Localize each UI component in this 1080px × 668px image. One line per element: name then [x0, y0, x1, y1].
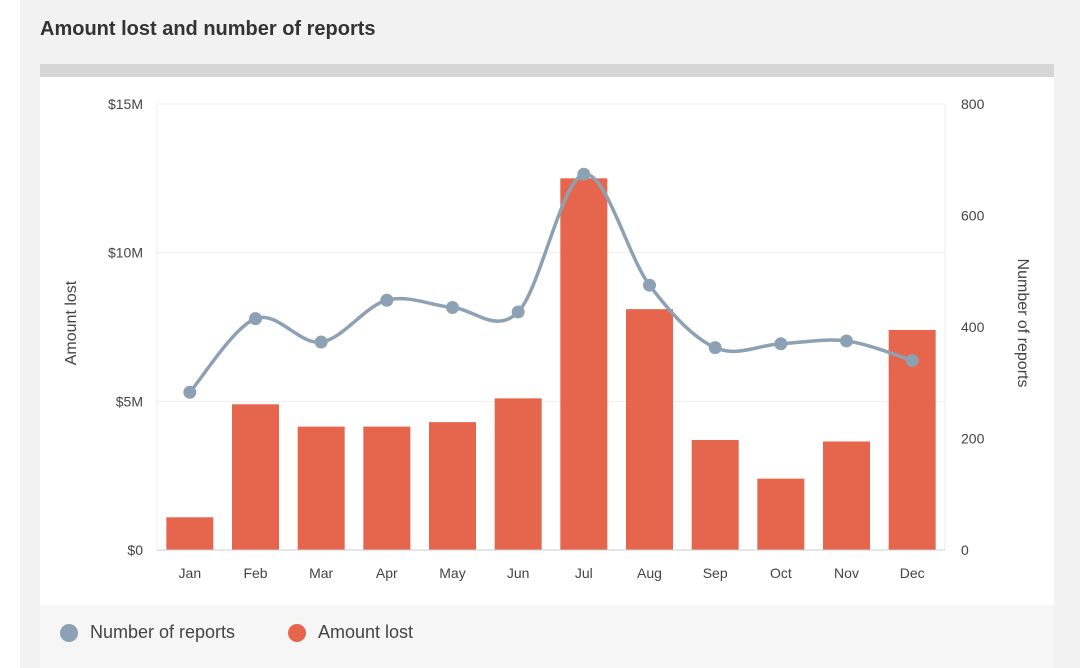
x-tick-label-nov: Nov: [834, 565, 859, 581]
point-aug: [643, 278, 656, 292]
chart-title: Amount lost and number of reports: [40, 18, 376, 40]
point-may: [446, 300, 459, 314]
x-tick-label-jul: Jul: [575, 565, 593, 581]
bar-aug: [626, 309, 673, 550]
point-nov: [840, 334, 853, 348]
x-tick-label-jan: Jan: [179, 565, 202, 581]
chart-header-bar: [40, 64, 1054, 77]
bar-series: [166, 178, 936, 551]
x-tick-label-apr: Apr: [376, 565, 398, 581]
bar-nov: [823, 441, 870, 550]
y-left-tick-label: $10M: [108, 245, 143, 261]
bar-feb: [232, 404, 279, 550]
point-jan: [183, 385, 197, 399]
bar-jan: [166, 517, 214, 550]
x-tick-label-sep: Sep: [703, 565, 728, 581]
bar-mar: [297, 426, 345, 550]
point-oct: [774, 337, 788, 351]
point-mar: [314, 335, 328, 349]
bar-apr: [363, 426, 411, 550]
point-feb: [249, 312, 262, 326]
x-tick-label-dec: Dec: [900, 565, 925, 581]
reports-line: [188, 172, 913, 394]
point-apr: [380, 293, 394, 307]
y-right-tick-label: 400: [961, 319, 985, 335]
legend-label-reports: Number of reports: [90, 622, 236, 642]
y-right-tick-label: 600: [961, 208, 985, 224]
x-tick-label-aug: Aug: [637, 565, 662, 581]
grid-lines: [157, 103, 945, 402]
chart-card: [40, 77, 1054, 605]
legend-item-reports[interactable]: Number of reports: [60, 622, 235, 643]
point-sep: [708, 341, 722, 355]
line-series: [183, 167, 919, 399]
x-tick-label-may: May: [439, 565, 465, 581]
point-jun: [511, 305, 525, 319]
x-tick-label-mar: Mar: [309, 565, 333, 581]
x-tick-label-oct: Oct: [770, 565, 792, 581]
y-left-tick-label: $0: [127, 542, 143, 558]
legend: Number of reports Amount lost: [40, 605, 1054, 668]
axes: [156, 104, 946, 551]
y-right-tick-label: 0: [961, 542, 969, 558]
legend-dot-reports: [60, 623, 78, 642]
x-tick-label-jun: Jun: [507, 565, 530, 581]
y-right-tick-label: 200: [961, 431, 985, 447]
axis-labels: $0 $5M $10M $15M 0 200 400 600 800 Jan Feb Mar Apr Ma…: [63, 96, 1031, 581]
bar-jul: [560, 178, 608, 551]
y-left-tick-label: $5M: [116, 393, 143, 409]
point-dec: [905, 353, 919, 367]
y-right-axis-title: Number of reports: [1014, 259, 1031, 388]
legend-dot-amount: [288, 623, 306, 642]
y-right-tick-label: 800: [961, 96, 985, 112]
legend-item-amount[interactable]: Amount lost: [288, 622, 413, 643]
point-jul: [577, 167, 591, 181]
bar-jun: [494, 398, 542, 550]
y-left-axis-title: Amount lost: [63, 280, 80, 365]
bar-sep: [691, 439, 739, 550]
bar-oct: [757, 478, 805, 550]
y-left-tick-label: $15M: [108, 96, 143, 112]
bar-may: [429, 422, 476, 550]
x-tick-label-feb: Feb: [243, 565, 267, 581]
legend-label-amount: Amount lost: [318, 622, 414, 642]
